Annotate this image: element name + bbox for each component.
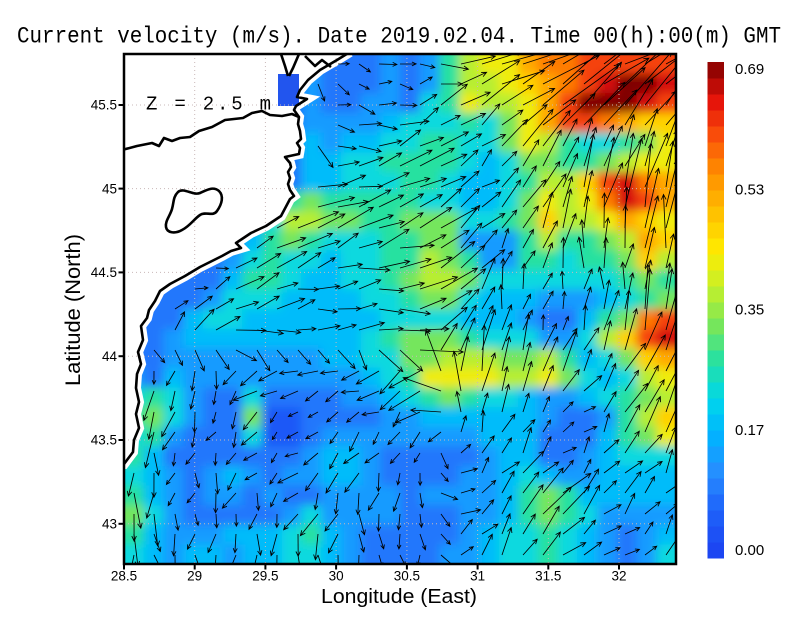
svg-text:Current velocity (m/s). Date 2: Current velocity (m/s). Date 2019.02.04.… xyxy=(17,24,781,50)
svg-text:28.5: 28.5 xyxy=(111,569,137,584)
svg-text:29: 29 xyxy=(187,569,202,584)
svg-text:30.5: 30.5 xyxy=(394,569,420,584)
svg-text:29.5: 29.5 xyxy=(252,569,278,584)
svg-text:43: 43 xyxy=(102,517,117,532)
svg-text:Longitude (East): Longitude (East) xyxy=(321,586,477,608)
svg-text:0.00: 0.00 xyxy=(735,542,764,559)
svg-text:30: 30 xyxy=(329,569,344,584)
svg-text:31: 31 xyxy=(470,569,485,584)
svg-text:43.5: 43.5 xyxy=(91,433,117,448)
svg-text:31.5: 31.5 xyxy=(535,569,561,584)
svg-text:44: 44 xyxy=(102,349,118,364)
svg-text:0.35: 0.35 xyxy=(735,302,764,319)
svg-text:Z = 2.5 m: Z = 2.5 m xyxy=(146,94,274,116)
svg-text:45.5: 45.5 xyxy=(91,98,117,113)
svg-text:0.69: 0.69 xyxy=(735,61,764,78)
svg-text:32: 32 xyxy=(611,569,626,584)
svg-text:45: 45 xyxy=(102,181,117,196)
svg-text:0.17: 0.17 xyxy=(735,422,764,439)
svg-text:0.53: 0.53 xyxy=(735,181,764,198)
svg-text:44.5: 44.5 xyxy=(91,265,117,280)
svg-text:Latitude (North): Latitude (North) xyxy=(62,234,85,386)
